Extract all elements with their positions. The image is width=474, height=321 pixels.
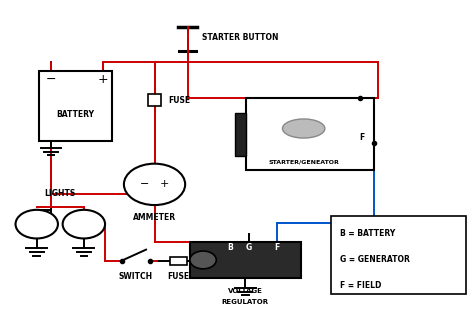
Text: G: G [246,243,252,252]
Text: STARTER BUTTON: STARTER BUTTON [201,33,278,42]
Text: F: F [359,133,365,142]
Text: F: F [274,243,280,252]
Text: STARTER/GENEATOR: STARTER/GENEATOR [268,160,339,165]
Ellipse shape [283,119,325,138]
Circle shape [124,164,185,205]
Bar [246,99,374,170]
Circle shape [190,251,216,269]
Bar [235,113,246,156]
Circle shape [16,210,58,239]
Text: VOLTAGE: VOLTAGE [228,289,263,294]
Text: −: − [139,179,149,189]
Text: −: − [46,73,56,86]
Text: +: + [160,179,170,189]
Text: REGULATOR: REGULATOR [222,299,269,305]
Text: B: B [227,243,233,252]
Text: BATTERY: BATTERY [56,110,95,119]
Bar [39,71,112,142]
Text: G = GENERATOR: G = GENERATOR [340,255,410,264]
Bar [148,94,161,106]
Text: F = FIELD: F = FIELD [340,282,381,291]
Text: SWITCH: SWITCH [118,272,153,281]
Text: FUSE: FUSE [167,272,189,281]
Text: LIGHTS: LIGHTS [45,189,76,198]
Circle shape [63,210,105,239]
Bar [170,256,187,265]
Text: FUSE: FUSE [169,96,191,105]
Text: B = BATTERY: B = BATTERY [340,229,395,238]
Bar [190,242,301,278]
Text: +: + [97,73,108,86]
Text: AMMETER: AMMETER [133,213,176,222]
Bar [331,216,465,294]
